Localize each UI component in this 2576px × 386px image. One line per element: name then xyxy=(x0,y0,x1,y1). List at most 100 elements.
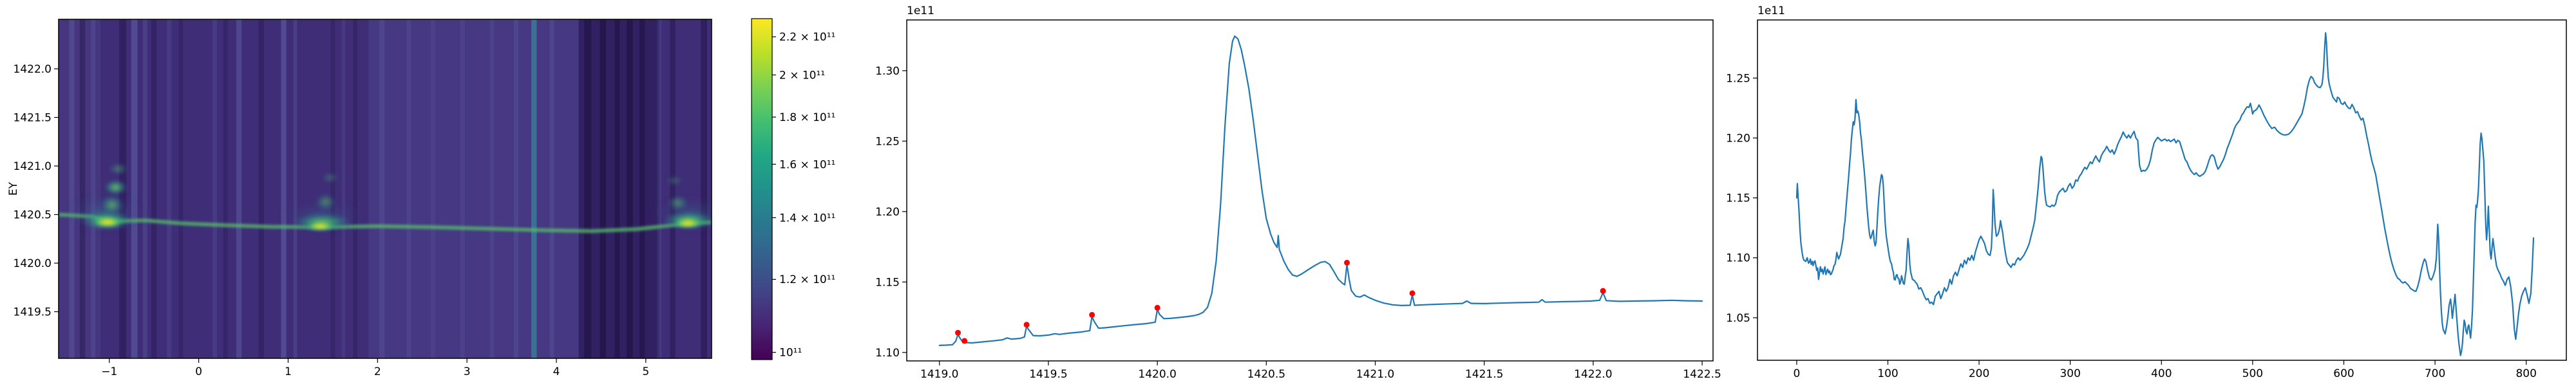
axis-offset-label: 1e11 xyxy=(907,5,934,17)
peak-marker xyxy=(1023,322,1030,328)
heatmap-stripe xyxy=(91,19,96,358)
y-tick-label: 1.25 xyxy=(875,135,900,148)
peak-marker xyxy=(1089,311,1095,318)
heatmap-stripe xyxy=(614,19,620,358)
peak-marker xyxy=(1600,288,1606,294)
heatmap-stripe xyxy=(460,19,465,358)
axes-frame xyxy=(58,19,712,359)
x-tick-label: 0 xyxy=(1793,367,1800,380)
y-tick-label: 1422.0 xyxy=(14,63,52,76)
emission-blob xyxy=(92,217,123,228)
heatmap-stripe xyxy=(142,19,147,358)
x-tick-label: 1419.5 xyxy=(1029,368,1067,381)
peak-marker xyxy=(955,329,961,336)
x-tick-label: 100 xyxy=(1877,367,1898,380)
y-axis-label: EY xyxy=(7,181,20,196)
heatmap-stripe xyxy=(131,19,138,358)
x-tick-label: 0 xyxy=(195,365,202,378)
heatmap-plot: −1 0 1 2 3 4 5 1422.0 1421.5 1421.0 1420.5 1420.0 14… xyxy=(7,19,712,378)
x-tick-label: 400 xyxy=(2151,367,2172,380)
peak-marker xyxy=(1344,259,1350,266)
heatmap-stripe xyxy=(670,19,676,358)
heatmap-stripe xyxy=(584,19,592,358)
y-tick-label: 1.20 xyxy=(1726,132,1750,145)
x-tick-label: 1420.0 xyxy=(1138,368,1176,381)
heatmap-stripe xyxy=(281,19,287,358)
spectrum-plot: 1419.0 1419.5 1420.0 1420.5 1421.0 1421.5 1422… xyxy=(875,5,1721,381)
x-tick-label: 300 xyxy=(2060,367,2080,380)
heatmap-stripe xyxy=(600,19,607,358)
peak-marker xyxy=(961,338,968,344)
heatmap-stripe xyxy=(514,19,518,358)
heatmap-stripe xyxy=(430,19,435,358)
heatmap-stripe xyxy=(353,19,358,358)
heatmap-stripe xyxy=(639,19,645,358)
x-tick-label: 4 xyxy=(553,365,560,378)
x-tick-label: 500 xyxy=(2242,367,2263,380)
heatmap-stripe xyxy=(489,19,495,358)
x-tick-label: 1420.5 xyxy=(1247,368,1285,381)
y-tick-label: 1.15 xyxy=(1726,192,1750,205)
heatmap-stripe xyxy=(213,19,218,358)
y-tick-label: 1421.0 xyxy=(14,160,52,173)
x-tick-label: 600 xyxy=(2333,367,2354,380)
y-tick-label: 1419.5 xyxy=(14,306,52,318)
emission-blob xyxy=(104,179,128,196)
y-tick-label: 1421.5 xyxy=(14,111,52,124)
axis-offset-label: 1e11 xyxy=(1757,5,1785,17)
heatmap-stripe xyxy=(406,19,412,358)
colorbar-tick-label: 1.2 × 10¹¹ xyxy=(779,273,835,286)
heatmap-stripe xyxy=(341,19,346,358)
heatmap-stripe xyxy=(151,19,157,358)
peak-marker xyxy=(1154,304,1160,311)
x-tick-label: 700 xyxy=(2425,367,2445,380)
heatmap-image xyxy=(59,19,712,358)
heatmap-stripe xyxy=(258,19,264,358)
x-tick-label: 1421.5 xyxy=(1465,368,1503,381)
heatmap-stripe xyxy=(379,19,385,358)
colorbar: 2.2 × 10¹¹ 2 × 10¹¹ 1.8 × 10¹¹ 1.6 × 10¹¹ 1.… xyxy=(751,18,835,360)
colorbar-tick-label: 1.6 × 10¹¹ xyxy=(779,158,835,171)
heatmap-stripe xyxy=(69,19,75,358)
x-tick-label: 2 xyxy=(374,365,381,378)
emission-blob xyxy=(667,195,689,211)
y-tick-label: 1.25 xyxy=(1726,72,1750,85)
peak-marker xyxy=(1409,290,1416,297)
x-tick-label: 3 xyxy=(464,365,471,378)
x-tick-label: 800 xyxy=(2515,367,2536,380)
emission-blob xyxy=(315,193,337,211)
heatmap-stripe xyxy=(701,19,707,358)
colorbar-bar xyxy=(751,18,773,360)
y-tick-label: 1.10 xyxy=(1726,252,1750,265)
heatmap-stripe xyxy=(531,19,537,358)
heatmap-stripe xyxy=(79,19,86,358)
y-tick-label: 1.15 xyxy=(875,276,900,289)
heatmap-stripe xyxy=(236,19,242,358)
x-tick-label: 1419.0 xyxy=(920,368,958,381)
x-tick-label: 5 xyxy=(642,365,649,378)
emission-blob xyxy=(306,221,335,231)
colorbar-tick-label: 2 × 10¹¹ xyxy=(779,69,825,82)
heatmap-stripe xyxy=(178,19,184,358)
timeseries-plot: 0 100 200 300 400 500 600 700 800 1.05 1.10 1.15 1.2… xyxy=(1726,5,2567,380)
heatmap-background xyxy=(59,19,712,358)
colorbar-tick-label: 2.2 × 10¹¹ xyxy=(779,31,835,44)
x-tick-label: −1 xyxy=(101,365,117,378)
x-tick-label: 1422.0 xyxy=(1574,368,1612,381)
y-tick-label: 1.05 xyxy=(1726,312,1750,325)
emission-blob xyxy=(108,163,128,175)
x-tick-label: 1421.0 xyxy=(1356,368,1394,381)
data-line xyxy=(1795,32,2535,356)
heatmap-stripe xyxy=(330,19,336,358)
axes-frame xyxy=(906,19,1714,362)
y-tick-label: 1.30 xyxy=(875,65,900,78)
heatmap-region xyxy=(59,19,101,358)
x-tick-label: 1 xyxy=(285,365,292,378)
emission-blob xyxy=(321,172,339,184)
emission-blob xyxy=(673,218,703,228)
heatmap-stripe xyxy=(549,19,554,358)
colorbar-tick-label: 10¹¹ xyxy=(779,347,802,360)
y-tick-label: 1420.0 xyxy=(14,257,52,270)
